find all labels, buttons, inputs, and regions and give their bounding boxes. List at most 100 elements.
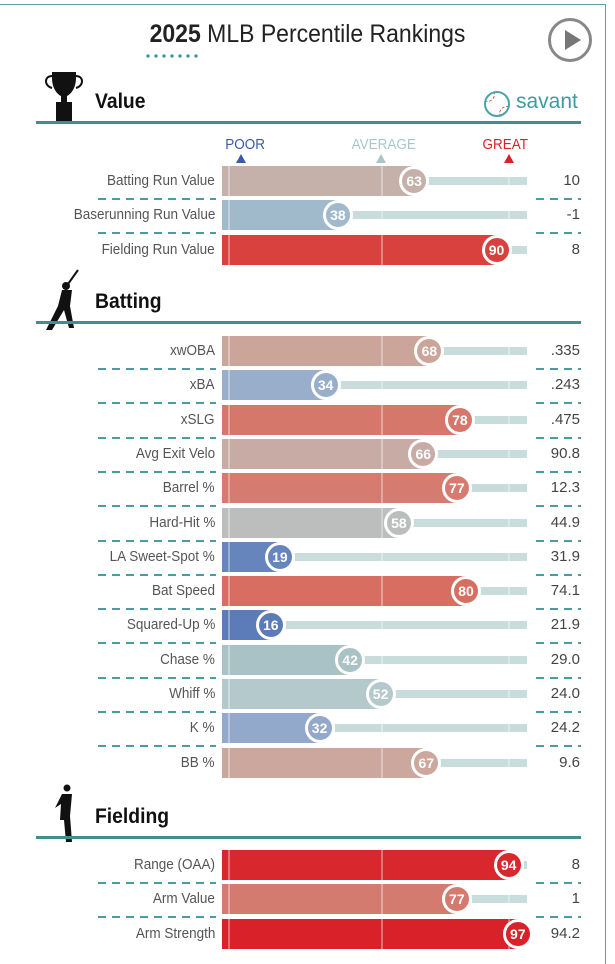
average-gridline: [381, 336, 383, 366]
row-divider: [536, 470, 581, 473]
percentile-bar[interactable]: 66: [222, 438, 532, 469]
bar-fill: [222, 576, 466, 607]
poor-gridline: [228, 166, 230, 196]
percentile-badge: 94: [493, 850, 524, 880]
metric-label: Squared-Up %: [126, 616, 215, 634]
percentile-badge: 19: [264, 541, 295, 572]
bar-fill: [222, 679, 381, 709]
great-gridline: [508, 473, 510, 504]
percentile-badge: 67: [411, 747, 442, 778]
average-gridline: [381, 644, 383, 675]
percentile-badge: 52: [365, 679, 396, 709]
great-gridline: [508, 747, 510, 778]
bar-fill: [222, 507, 399, 538]
row-divider: [536, 608, 581, 611]
bar-track: [398, 518, 527, 527]
percentile-badge: 34: [310, 370, 341, 401]
metric-label: xwOBA: [169, 342, 215, 359]
play-button[interactable]: [548, 18, 592, 62]
metric-label: xBA: [190, 376, 215, 394]
great-marker-icon: [504, 154, 514, 163]
bar-fill: [222, 438, 424, 469]
bar-track: [350, 655, 527, 664]
metric-value: .243: [550, 376, 580, 394]
bar-fill: [222, 166, 415, 196]
percentile-bar[interactable]: 63: [222, 166, 532, 196]
percentile-bar[interactable]: 77: [222, 884, 532, 915]
row-divider: [98, 711, 216, 713]
percentile-bar[interactable]: 97: [222, 918, 533, 949]
batter-icon: [46, 269, 79, 330]
average-gridline: [381, 747, 383, 778]
row-divider: [536, 642, 581, 645]
row-divider: [98, 676, 216, 679]
average-gridline: [381, 404, 383, 435]
poor-gridline: [228, 884, 230, 915]
poor-marker-icon: [236, 154, 246, 163]
row-divider: [536, 745, 581, 748]
percentile-badge: 97: [502, 918, 533, 949]
metric-label: Avg Exit Velo: [135, 444, 215, 462]
poor-gridline: [228, 404, 230, 435]
bar-track: [466, 587, 527, 596]
bar-fill: [222, 644, 351, 675]
percentile-bar[interactable]: 34: [222, 370, 532, 401]
bar-fill: [222, 713, 320, 744]
scale-average: AVERAGE: [351, 136, 416, 153]
percentile-badge: 58: [383, 507, 414, 538]
bar-track: [279, 552, 527, 561]
savant-logo[interactable]: savant: [516, 90, 578, 113]
metric-value: 21.9: [550, 616, 580, 634]
metric-value: .335: [550, 342, 580, 359]
average-gridline: [381, 884, 383, 915]
percentile-bar[interactable]: 94: [222, 850, 532, 880]
title-underline: [144, 54, 200, 58]
metric-value: 90.8: [550, 444, 580, 462]
row-divider: [536, 573, 581, 576]
poor-gridline: [228, 713, 230, 744]
percentile-badge: 80: [451, 576, 481, 607]
trophy-icon: [45, 72, 83, 122]
percentile-bar[interactable]: 78: [222, 404, 532, 435]
percentile-badge: 63: [399, 166, 430, 196]
percentile-bar[interactable]: 90: [222, 234, 532, 265]
row-divider: [536, 368, 581, 370]
poor-gridline: [228, 747, 230, 778]
percentile-bar[interactable]: 67: [222, 747, 532, 778]
average-gridline: [381, 473, 383, 504]
section-divider: [36, 321, 581, 324]
percentile-bar[interactable]: 68: [222, 336, 532, 366]
metric-label: Bat Speed: [151, 582, 215, 600]
percentile-bar[interactable]: 38: [222, 200, 532, 231]
great-gridline: [508, 404, 510, 435]
bar-track: [459, 415, 527, 424]
row-divider: [98, 232, 216, 235]
row-divider: [98, 436, 216, 439]
poor-gridline: [228, 473, 230, 504]
row-divider: [536, 882, 581, 884]
row-divider: [98, 916, 216, 919]
percentile-bar[interactable]: 77: [222, 473, 532, 504]
average-gridline: [381, 541, 383, 572]
metric-label: BB %: [181, 753, 215, 771]
great-gridline: [508, 541, 510, 572]
poor-gridline: [228, 610, 230, 641]
percentile-bar[interactable]: 32: [222, 713, 532, 744]
percentile-bar[interactable]: 58: [222, 507, 532, 538]
row-divider: [536, 916, 581, 919]
metric-label: Chase %: [160, 650, 215, 668]
scale-poor: POOR: [225, 136, 265, 153]
section-title: Batting: [95, 290, 162, 313]
metric-value: 12.3: [550, 479, 580, 497]
metric-label: Barrel %: [163, 479, 215, 497]
percentile-bar[interactable]: 42: [222, 644, 532, 675]
poor-gridline: [228, 370, 230, 401]
bar-fill: [222, 918, 518, 949]
great-gridline: [508, 370, 510, 401]
percentile-bar[interactable]: 16: [222, 610, 532, 641]
percentile-bar[interactable]: 80: [222, 576, 532, 607]
metric-value: 10: [563, 172, 580, 189]
percentile-bar[interactable]: 19: [222, 541, 532, 572]
percentile-bar[interactable]: 52: [222, 679, 532, 709]
fielder-icon: [55, 784, 72, 842]
